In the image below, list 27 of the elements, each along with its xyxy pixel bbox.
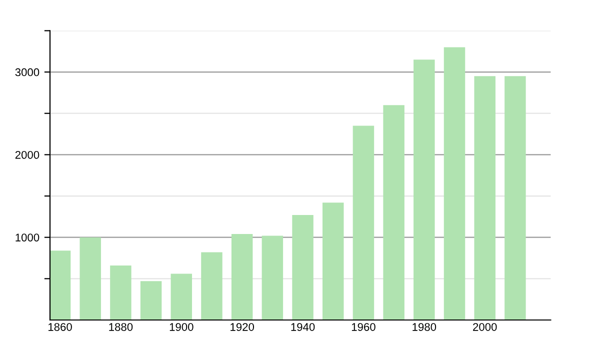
y-tick-label: 1000 bbox=[16, 234, 40, 242]
x-tick-label: 2000 bbox=[473, 323, 497, 331]
x-tick-label: 1940 bbox=[291, 323, 315, 331]
bar bbox=[292, 215, 314, 320]
y-tick-label: 3000 bbox=[15, 68, 40, 76]
bar bbox=[504, 76, 526, 320]
y-tick-label: 2000 bbox=[15, 150, 40, 159]
bar bbox=[352, 126, 374, 320]
x-tick-label: 1880 bbox=[109, 323, 133, 331]
x-tick-label: 1920 bbox=[230, 323, 254, 331]
bar bbox=[414, 60, 435, 320]
x-tick-label: 1860 bbox=[48, 323, 72, 331]
bar bbox=[140, 281, 162, 320]
x-tick-label: 1980 bbox=[412, 323, 436, 331]
bar bbox=[170, 274, 192, 320]
x-tick-label: 1960 bbox=[352, 323, 376, 331]
bar bbox=[201, 252, 222, 320]
bar bbox=[50, 250, 71, 320]
bar bbox=[80, 237, 101, 320]
bar bbox=[322, 202, 344, 320]
bar bbox=[262, 236, 284, 320]
x-tick-label: 1900 bbox=[170, 323, 194, 331]
bar bbox=[231, 234, 253, 320]
bar bbox=[444, 47, 466, 320]
bar bbox=[110, 265, 132, 320]
bar bbox=[474, 76, 496, 320]
bar bbox=[383, 105, 404, 320]
